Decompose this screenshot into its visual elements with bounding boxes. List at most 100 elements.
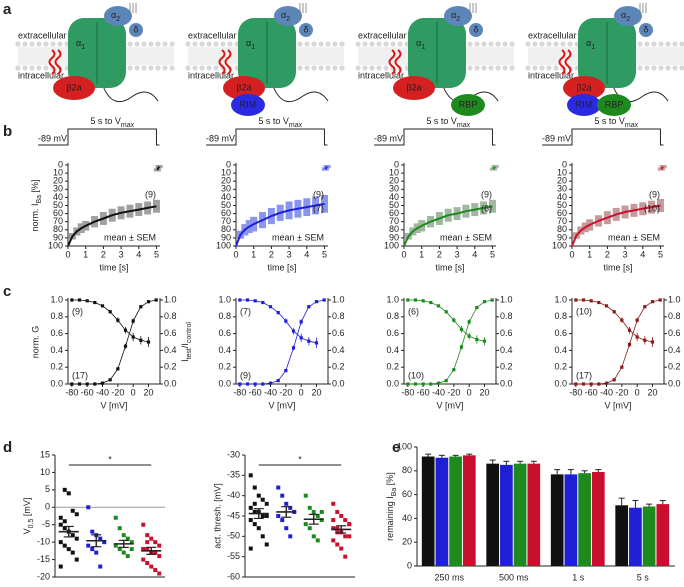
y-tick-label: 0.0: [554, 378, 567, 388]
y-tick-label: 90: [53, 232, 63, 242]
partner: [597, 94, 631, 116]
y-axis-label: act. thresh. [mV]: [212, 483, 222, 549]
intracellular-label: intracellular: [528, 70, 574, 80]
point: [589, 382, 593, 386]
point: [125, 536, 130, 541]
bar: [435, 457, 449, 566]
x-tick-label: 0: [401, 249, 406, 259]
point: [635, 318, 639, 322]
n-label: (9): [72, 306, 83, 316]
x-tick-label: 20: [311, 387, 321, 397]
x-axis-label: time [s]: [603, 262, 632, 272]
point: [467, 320, 471, 324]
x-tick-label: -80: [401, 387, 414, 397]
intracellular-label: intracellular: [358, 70, 404, 80]
y2-tick-label: 0.8: [500, 311, 513, 321]
point: [129, 540, 134, 545]
point: [129, 547, 134, 552]
lipid-head: [651, 65, 657, 71]
y-tick-label: 80: [221, 224, 231, 234]
y-tick-label: 1.0: [386, 294, 399, 304]
lipid-head: [50, 41, 56, 47]
point: [335, 526, 340, 531]
x-tick-label: 0: [467, 387, 472, 397]
point: [276, 514, 281, 518]
x-tick-label: 5: [658, 249, 663, 259]
point: [343, 534, 348, 539]
y-tick-label: 70: [557, 216, 567, 226]
point: [248, 518, 253, 523]
point: [157, 571, 162, 576]
step-label: 5 s to Vmax: [594, 116, 638, 129]
point: [436, 304, 441, 308]
point: [299, 336, 303, 340]
point: [108, 310, 112, 314]
bar: [578, 473, 591, 566]
lipid-head: [227, 41, 233, 47]
delta-label: δ: [133, 24, 138, 34]
y2-tick-label: 0.6: [668, 328, 681, 338]
x-tick-label: 2: [101, 249, 106, 259]
y-tick-label: 0.8: [386, 311, 399, 321]
y-tick-label: 50: [389, 200, 399, 210]
x-tick-label: 4: [136, 249, 141, 259]
lipid-head: [355, 41, 361, 47]
y-tick-label: 30: [557, 184, 567, 194]
point: [93, 382, 97, 386]
point: [268, 305, 273, 309]
point: [307, 526, 312, 531]
step-label: 5 s to Vmax: [426, 116, 470, 129]
y-tick-label: 100: [552, 240, 567, 250]
lipid-head: [532, 65, 538, 71]
point: [288, 505, 293, 510]
y-tick-label: 30: [53, 184, 63, 194]
y-tick-label: 10: [40, 467, 50, 477]
x-tick-label: 20: [143, 387, 153, 397]
lipid-head: [658, 65, 664, 71]
point: [62, 526, 67, 531]
lipid-head: [162, 65, 168, 71]
lipid-head: [141, 65, 147, 71]
point: [157, 543, 162, 548]
label-part: 2: [116, 16, 120, 23]
point: [452, 368, 456, 372]
n-label: (6): [481, 203, 492, 213]
x-tick-label: 5 s: [637, 572, 650, 582]
note: mean ± SEM: [272, 232, 324, 242]
y-tick-label: -60: [227, 571, 240, 581]
point: [467, 334, 471, 338]
label-part: α: [281, 10, 286, 20]
n-label: (10): [576, 306, 592, 316]
point: [117, 526, 122, 531]
n-label: (10): [644, 203, 660, 213]
lipid-head: [57, 41, 63, 47]
intracellular-label: intracellular: [18, 70, 64, 80]
point: [331, 526, 336, 531]
point: [406, 298, 410, 302]
lipid-head: [199, 41, 205, 47]
y-tick-label: 15: [40, 449, 50, 459]
y-axis-label: norm. IBa [%]: [30, 179, 43, 231]
lipid-head: [495, 65, 501, 71]
point: [248, 546, 253, 551]
point: [125, 554, 130, 559]
x-axis-label: time [s]: [435, 262, 464, 272]
point: [280, 518, 285, 523]
y-tick-label: 100: [384, 240, 399, 250]
y-tick-label: 60: [402, 489, 412, 499]
holding-label: -89 mV: [206, 133, 235, 143]
alpha2-subunit: [104, 6, 132, 26]
bar: [656, 504, 670, 566]
lipid-head: [362, 65, 368, 71]
point: [252, 522, 257, 527]
x-tick-label: 20: [647, 387, 657, 397]
point: [117, 547, 122, 552]
y2-tick-label: 0.0: [332, 378, 345, 388]
lipid-head: [369, 41, 375, 47]
lipid-head: [43, 65, 49, 71]
point: [276, 311, 280, 315]
series-line: [71, 299, 149, 343]
y-tick-label: 60: [557, 208, 567, 218]
alpha2-subunit: [614, 6, 642, 26]
note: mean ± SEM: [608, 232, 660, 242]
